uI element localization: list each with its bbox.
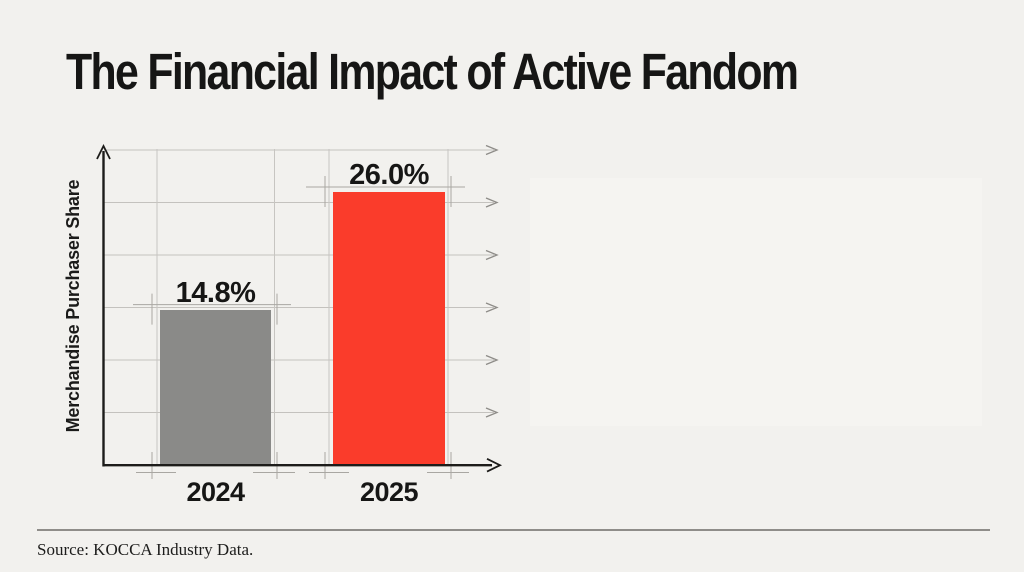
y-axis [96,143,111,467]
value-label-2024: 14.8% [175,276,256,309]
background-panel [530,178,982,426]
source-note: Source: KOCCA Industry Data. [37,540,254,559]
x-axis-arrow-icon [486,457,503,473]
x-tick-label-2025: 2025 [359,477,419,507]
axes [96,143,503,473]
bar-2025 [333,192,445,464]
bar-2024 [160,309,271,464]
v-gridlines [156,149,449,465]
x-axis [102,457,503,473]
y-axis-arrow-icon [96,143,111,160]
footer-divider [37,529,990,531]
x-tick-label-2024: 2024 [186,477,245,507]
chart-title: The Financial Impact of Active Fandom [66,43,799,100]
value-label-2025: 26.0% [349,159,429,191]
